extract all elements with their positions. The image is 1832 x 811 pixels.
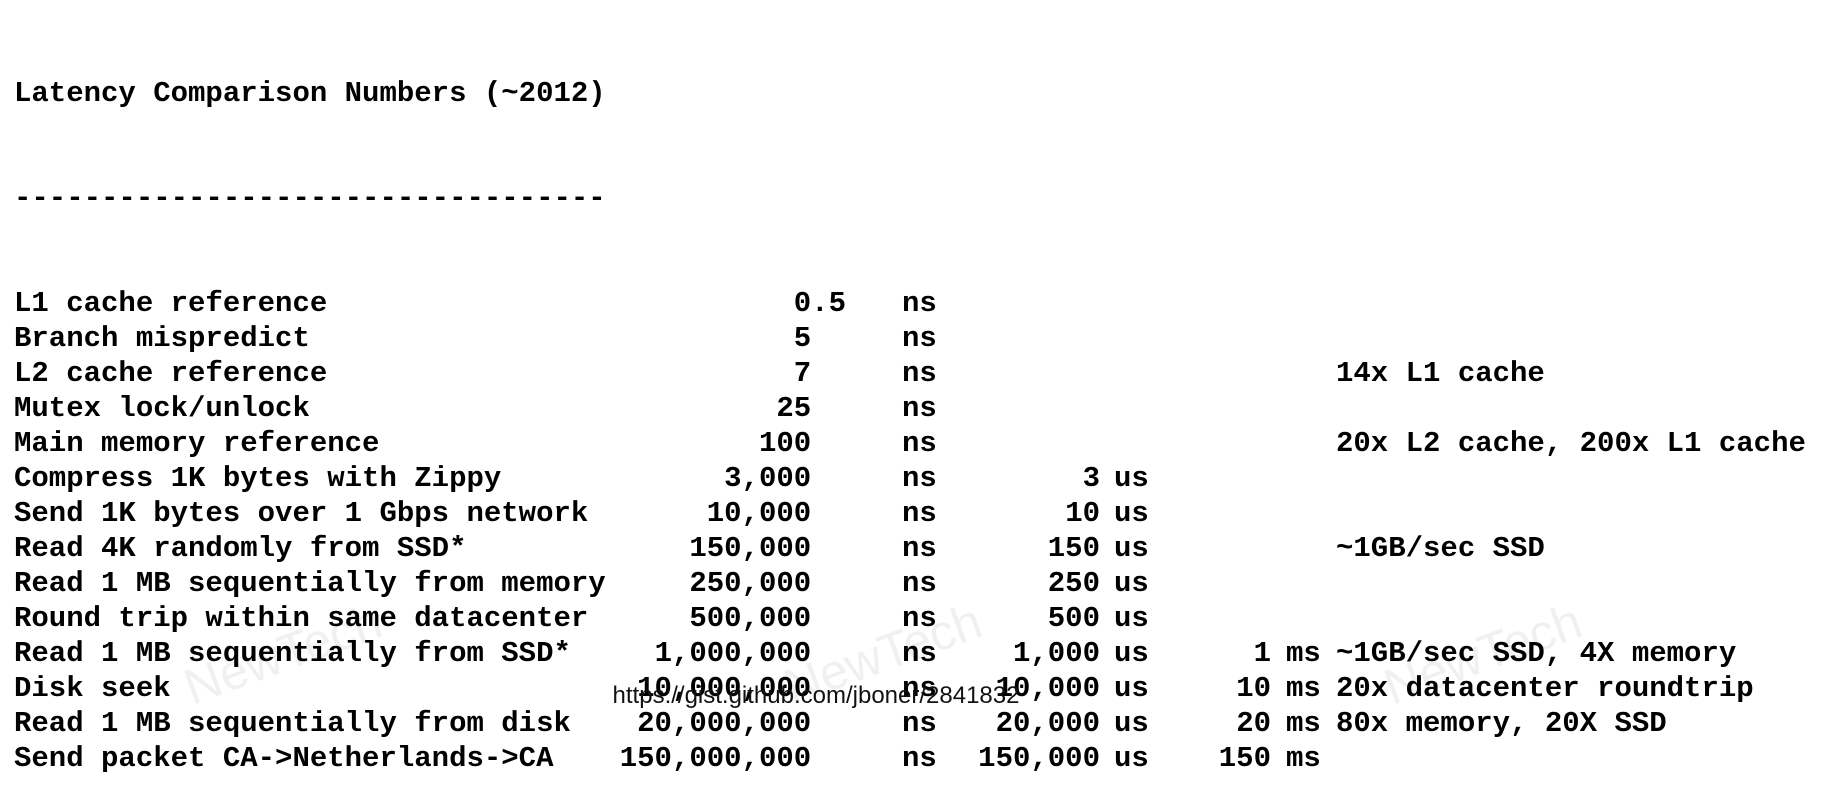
ns-value: 3,000 [724,462,846,495]
ns-value: 7 [793,357,846,390]
us-value: 1,000 [1012,637,1100,670]
ns-unit: ns [902,392,937,425]
us-value: 250 [1047,567,1100,600]
ms-value: 10 [1236,672,1271,705]
ns-unit: ns [902,462,937,495]
row-note: 20x L2 cache, 200x L1 cache [1336,427,1806,460]
latency-row: L2 cache reference 7 ns 14x L1 cache [14,356,1545,391]
row-label: Read 1 MB sequentially from memory [14,567,606,600]
us-value: 500 [1047,602,1100,635]
ns-value: 10,000,000 [637,672,846,705]
row-label: Send packet CA->Netherlands->CA [14,742,554,775]
ns-value: 1,000,000 [654,637,846,670]
ms-unit: ms [1286,707,1321,740]
ns-unit: ns [902,602,937,635]
us-unit: us [1114,672,1149,705]
row-label: Compress 1K bytes with Zippy [14,462,502,495]
latency-row: Read 1 MB sequentially from disk 20,000,0… [14,706,1667,741]
ns-unit: ns [902,567,937,600]
ms-unit: ms [1286,742,1321,775]
ns-value: 250,000 [689,567,846,600]
row-label: Send 1K bytes over 1 Gbps network [14,497,589,530]
us-value: 10,000 [995,672,1100,705]
ns-unit: ns [902,742,937,775]
ms-unit: ms [1286,637,1321,670]
ns-value: 150,000 [689,532,846,565]
us-value: 150 [1047,532,1100,565]
latency-document: Latency Comparison Numbers (~2012) -----… [14,6,1806,811]
ns-value: 5 [793,322,846,355]
row-label: Read 1 MB sequentially from SSD* [14,637,571,670]
us-value: 150,000 [978,742,1100,775]
latency-row: Round trip within same datacenter 500,000… [14,601,1149,636]
ns-unit: ns [902,497,937,530]
ns-value: 20,000,000 [637,707,846,740]
ns-unit: ns [902,427,937,460]
latency-row: Send packet CA->Netherlands->CA 150,000,0… [14,741,1321,776]
latency-row: Branch mispredict 5 ns [14,321,937,356]
row-note: ~1GB/sec SSD [1336,532,1545,565]
us-unit: us [1114,497,1149,530]
latency-row: Main memory reference 100 ns 20x L2 cache,… [14,426,1806,461]
latency-row: Read 4K randomly from SSD* 150,000 ns 150 u… [14,531,1545,566]
us-value: 3 [1082,462,1100,495]
ns-unit: ns [902,357,937,390]
latency-row: Disk seek 10,000,000 ns 10,000 us 10 ms 20x da… [14,671,1754,706]
row-label: Branch mispredict [14,322,310,355]
us-unit: us [1114,637,1149,670]
latency-row: Send 1K bytes over 1 Gbps network 10,000 … [14,496,1149,531]
latency-row: Mutex lock/unlock 25 ns [14,391,937,426]
row-label: Disk seek [14,672,171,705]
row-note: 14x L1 cache [1336,357,1545,390]
row-label: L2 cache reference [14,357,328,390]
us-unit: us [1114,532,1149,565]
row-note: ~1GB/sec SSD, 4X memory [1336,637,1737,670]
ms-unit: ms [1286,672,1321,705]
latency-row: L1 cache reference 0.5 ns [14,286,937,321]
us-unit: us [1114,462,1149,495]
ns-value: 0.5 [793,287,846,320]
row-label: Mutex lock/unlock [14,392,310,425]
row-label: Read 1 MB sequentially from disk [14,707,571,740]
ms-value: 150 [1218,742,1271,775]
ns-unit: ns [902,707,937,740]
row-note: 20x datacenter roundtrip [1336,672,1754,705]
ns-value: 100 [758,427,846,460]
us-unit: us [1114,602,1149,635]
ns-unit: ns [902,322,937,355]
ns-value: 500,000 [689,602,846,635]
us-value: 10 [1065,497,1100,530]
row-label: Read 4K randomly from SSD* [14,532,467,565]
latency-row: Compress 1K bytes with Zippy 3,000 ns 3 us [14,461,1149,496]
row-label: Main memory reference [14,427,380,460]
us-value: 20,000 [995,707,1100,740]
latency-row: Read 1 MB sequentially from memory 250,00… [14,566,1149,601]
us-unit: us [1114,707,1149,740]
us-unit: us [1114,567,1149,600]
ns-unit: ns [902,287,937,320]
source-url: https://gist.github.com/jboner/2841832 [612,682,1020,709]
ms-value: 20 [1236,707,1271,740]
ns-unit: ns [902,637,937,670]
ns-value: 25 [776,392,846,425]
latency-row: Read 1 MB sequentially from SSD* 1,000,00… [14,636,1736,671]
ns-value: 150,000,000 [619,742,846,775]
title-underline: ---------------------------------- [14,182,606,215]
row-note: 80x memory, 20X SSD [1336,707,1667,740]
document-title: Latency Comparison Numbers (~2012) [14,77,606,110]
us-unit: us [1114,742,1149,775]
row-label: Round trip within same datacenter [14,602,589,635]
ns-unit: ns [902,532,937,565]
ns-value: 10,000 [706,497,846,530]
row-label: L1 cache reference [14,287,328,320]
ns-unit: ns [902,672,937,705]
ms-value: 1 [1253,637,1271,670]
